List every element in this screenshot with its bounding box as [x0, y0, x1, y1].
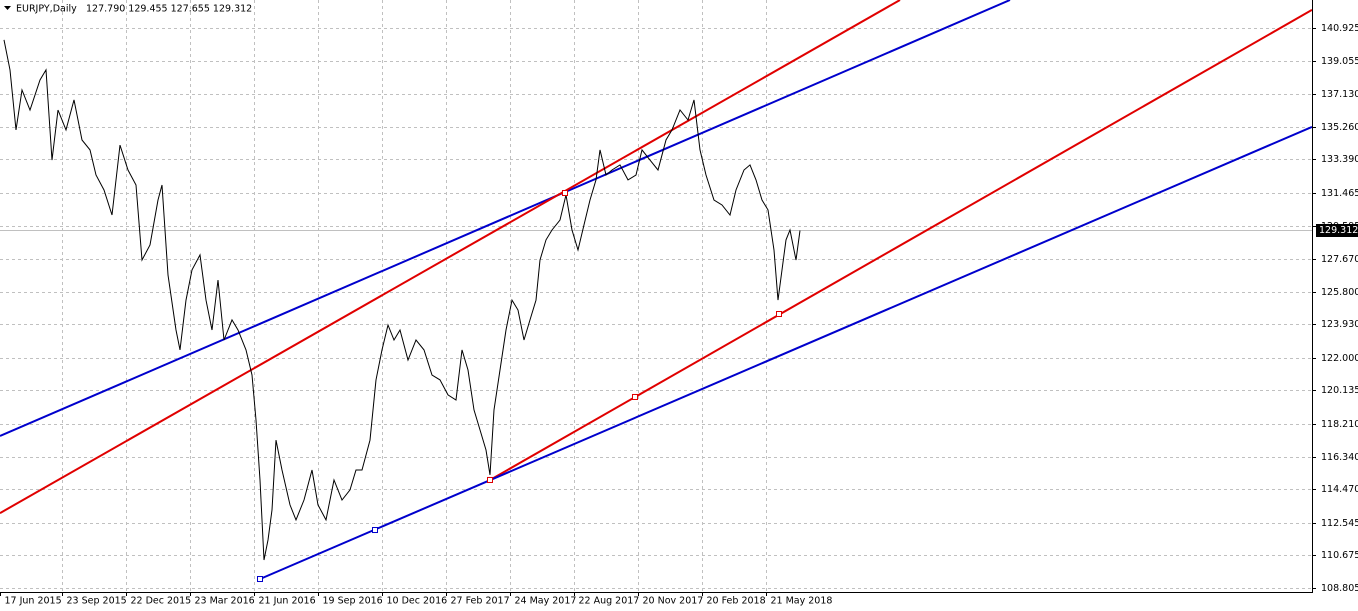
anchor-point [487, 476, 493, 483]
y-tick-label: 112.545 [1321, 518, 1358, 529]
x-tick-label: 23 Mar 2016 [195, 596, 255, 607]
anchor-point [632, 393, 638, 400]
x-tick-label: 21 Jun 2016 [259, 596, 316, 607]
y-tick-label: 116.340 [1321, 452, 1358, 463]
axes: 140.925 139.055 137.130 135.260 133.390 131.4… [0, 23, 1358, 607]
x-tick-label: 22 Aug 2017 [579, 596, 640, 607]
anchor-point [257, 576, 263, 583]
x-tick-label: 17 Jun 2015 [5, 596, 62, 607]
price-line [3, 39, 801, 561]
x-tick-label: 24 May 2017 [515, 596, 577, 607]
y-tick-label: 127.670 [1321, 254, 1358, 265]
x-tick-label: 21 May 2018 [771, 596, 833, 607]
y-tick-label: 140.925 [1321, 23, 1358, 34]
y-tick-label: 123.930 [1321, 319, 1358, 330]
y-tick-label: 120.135 [1321, 385, 1358, 396]
chart-subtitle: 127.790 129.455 127.655 129.312 [86, 4, 252, 15]
y-tick-label: 135.260 [1321, 122, 1358, 133]
y-tick-label: 110.675 [1321, 550, 1358, 561]
trend-line [489, 9, 1312, 481]
trend-line [259, 125, 1312, 580]
anchor-point [776, 311, 782, 318]
x-tick-label: 10 Dec 2016 [387, 596, 448, 607]
anchor-point [562, 190, 568, 197]
x-tick-label: 22 Dec 2015 [131, 596, 192, 607]
y-tick-label: 125.800 [1321, 287, 1358, 298]
y-tick-label: 118.210 [1321, 419, 1358, 430]
anchor-point [372, 527, 378, 534]
grid [0, 0, 1312, 592]
menu-arrow [4, 6, 11, 10]
x-tick-label: 27 Feb 2017 [451, 596, 510, 607]
trend-line [0, 0, 901, 514]
y-tick-label: 139.055 [1321, 56, 1358, 67]
x-tick-label: 19 Sep 2016 [323, 596, 383, 607]
trend-line [0, 0, 1011, 437]
x-tick-label: 20 Feb 2018 [707, 596, 766, 607]
y-tick-label: 133.390 [1321, 154, 1358, 165]
chart-title: EURJPY,Daily [16, 4, 77, 15]
y-tick-label: 122.000 [1321, 353, 1358, 364]
y-tick-label: 108.805 [1321, 583, 1358, 594]
y-tick-label: 137.130 [1321, 89, 1358, 100]
x-tick-label: 23 Sep 2015 [67, 596, 127, 607]
x-tick-label: 20 Nov 2017 [643, 596, 704, 607]
y-tick-label: 114.470 [1321, 484, 1358, 495]
plot-area [0, 0, 1312, 583]
price-label: 129.312 [1319, 225, 1358, 236]
y-tick-label: 131.465 [1321, 188, 1358, 199]
price-label-box [1316, 224, 1358, 237]
